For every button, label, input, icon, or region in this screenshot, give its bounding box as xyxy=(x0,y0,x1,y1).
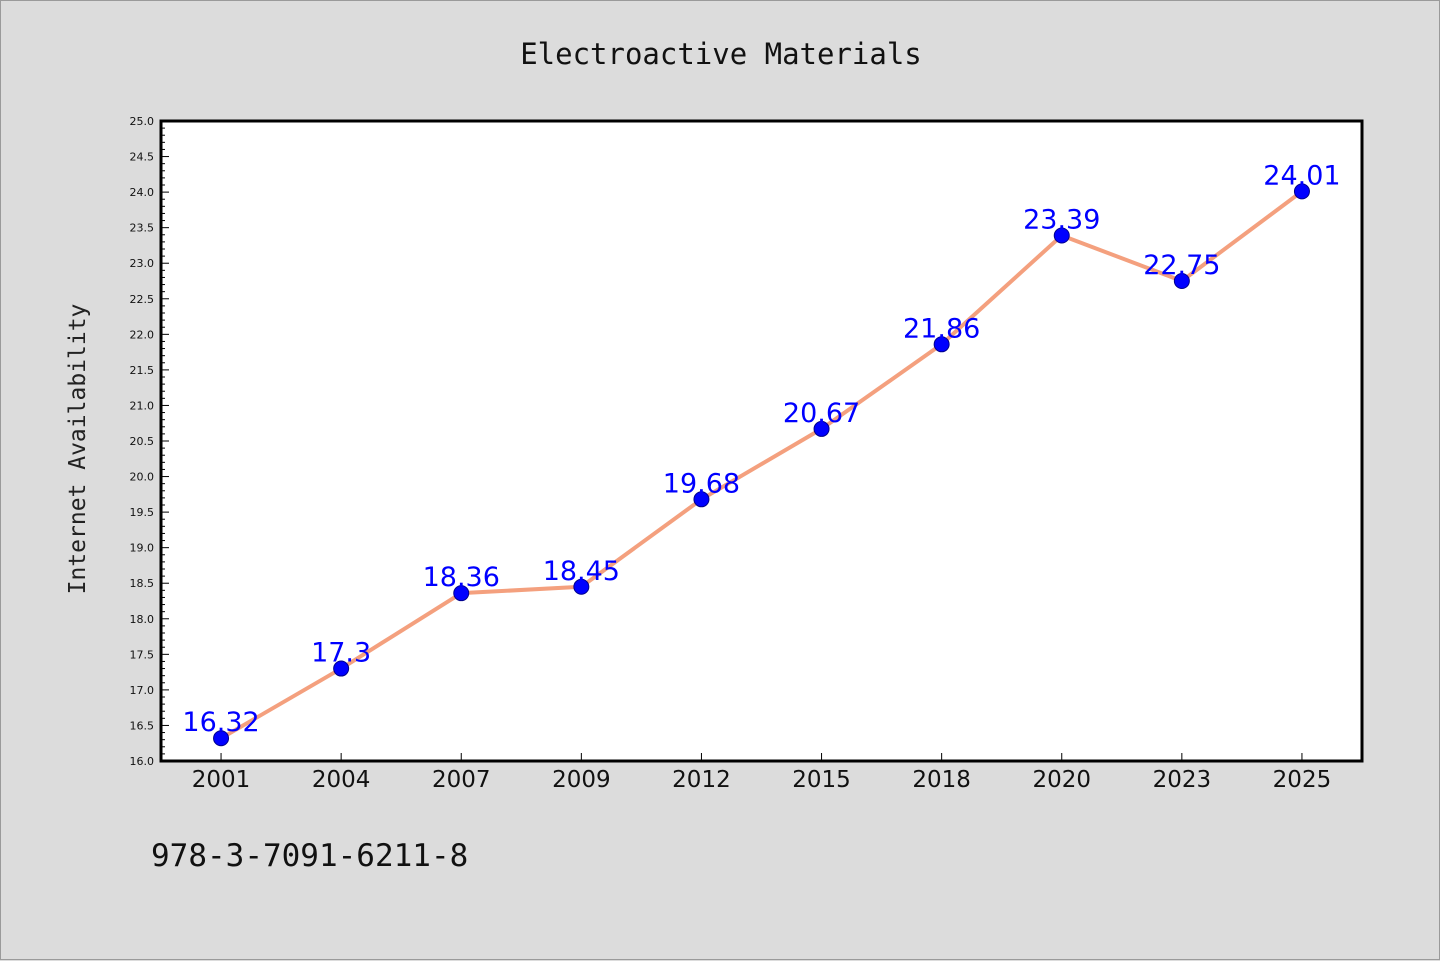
x-axis-ticks: 2001 2004 2007 2009 2012 2015 2018 2020 2023 2025 xyxy=(192,753,1331,793)
data-label: 22.75 xyxy=(1143,250,1220,281)
y-tick-label: 18.0 xyxy=(130,613,155,626)
x-tick-label: 2023 xyxy=(1153,767,1212,793)
data-points xyxy=(213,183,1310,747)
y-tick-label: 25.0 xyxy=(130,115,155,128)
x-tick-label: 2001 xyxy=(192,767,251,793)
data-point xyxy=(1293,183,1310,200)
series-line-group xyxy=(220,189,1304,740)
data-label: 16.32 xyxy=(182,707,259,738)
footer-isbn: 978-3-7091-6211-8 xyxy=(151,838,468,874)
y-tick-label: 23.5 xyxy=(130,222,155,235)
y-tick-label: 22.0 xyxy=(130,328,155,341)
x-tick-label: 2009 xyxy=(552,767,611,793)
data-label: 23.39 xyxy=(1023,204,1100,235)
x-tick-label: 2018 xyxy=(912,767,971,793)
chart-title: Electroactive Materials xyxy=(520,37,922,71)
y-tick-label: 17.5 xyxy=(130,648,155,661)
x-tick-label: 2007 xyxy=(432,767,491,793)
y-tick-label: 16.0 xyxy=(130,755,155,768)
data-point xyxy=(333,660,350,677)
y-tick-label: 18.5 xyxy=(130,577,155,590)
y-tick-label: 17.0 xyxy=(130,684,155,697)
data-point xyxy=(1053,227,1070,244)
data-label: 21.86 xyxy=(903,313,980,344)
data-point xyxy=(453,585,470,602)
y-tick-label: 16.5 xyxy=(130,719,155,732)
x-tick-label: 2015 xyxy=(792,767,851,793)
data-label: 24.01 xyxy=(1263,160,1340,191)
series-line xyxy=(220,189,1304,740)
y-tick-label: 22.5 xyxy=(130,293,155,306)
data-point xyxy=(693,491,710,508)
x-tick-label: 2020 xyxy=(1032,767,1091,793)
y-tick-label: 21.0 xyxy=(130,399,155,412)
data-label: 19.68 xyxy=(663,468,740,499)
y-tick-label: 19.0 xyxy=(130,542,155,555)
y-tick-label: 21.5 xyxy=(130,364,155,377)
y-tick-label: 20.0 xyxy=(130,471,155,484)
y-tick-label: 24.0 xyxy=(130,186,155,199)
x-tick-label: 2012 xyxy=(672,767,731,793)
data-point xyxy=(933,336,950,353)
y-tick-label: 19.5 xyxy=(130,506,155,519)
data-point xyxy=(1173,273,1190,289)
y-axis-ticks: 16.0 16.5 17.0 17.5 18.0 18.5 19.0 19.5 20.0 20.5… xyxy=(130,115,169,768)
data-label: 20.67 xyxy=(783,398,860,429)
y-tick-label: 23.0 xyxy=(130,257,155,270)
data-labels: 16.32 17.3 18.36 18.45 19.68 20.67 21.86 23.39 2… xyxy=(182,160,1340,738)
data-label: 18.45 xyxy=(543,556,620,587)
data-label: 17.3 xyxy=(311,638,371,669)
y-axis-label: Internet Availability xyxy=(65,304,91,595)
data-label: 18.36 xyxy=(423,562,500,593)
y-tick-label: 20.5 xyxy=(130,435,155,448)
x-tick-label: 2004 xyxy=(312,767,371,793)
x-tick-label: 2025 xyxy=(1273,767,1332,793)
data-point xyxy=(213,730,230,747)
data-point xyxy=(813,420,830,437)
data-point xyxy=(573,578,590,595)
y-tick-label: 24.5 xyxy=(130,151,155,164)
